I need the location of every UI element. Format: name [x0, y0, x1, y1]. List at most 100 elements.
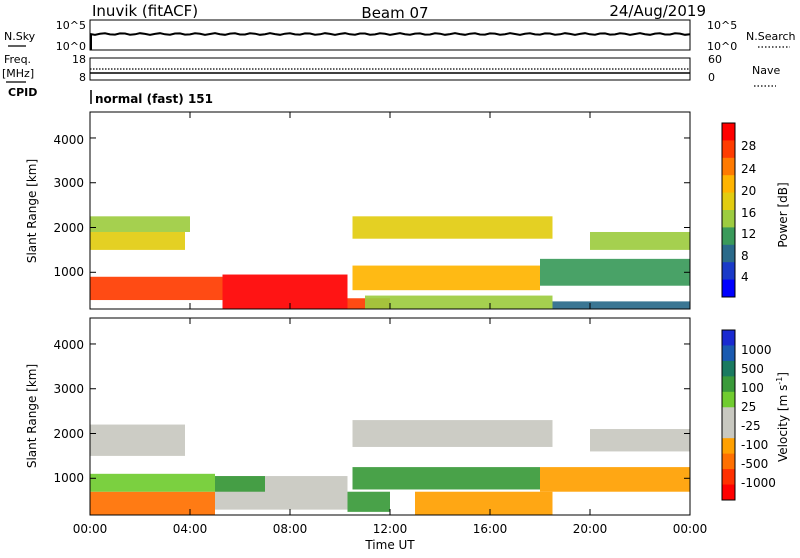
- velocity-cbar-tick-neg500: -500: [741, 457, 768, 471]
- velocity-ytick-3000: 3000: [53, 382, 84, 396]
- nave-label: Nave: [752, 64, 780, 77]
- power-colorbar-swatch-9: [722, 279, 735, 298]
- power-region-8: [540, 258, 690, 286]
- nsky-label: N.Sky: [4, 30, 36, 43]
- power-ylabel: Slant Range [km]: [25, 159, 39, 263]
- velocity-region-10: [590, 429, 690, 452]
- power-region-9: [590, 231, 690, 250]
- velocity-cbar-label-sup: -1: [775, 377, 784, 385]
- velocity-cbar-label: Velocity [m s-1]: [775, 372, 790, 462]
- velocity-cbar-tick-100: 100: [741, 381, 764, 395]
- velocity-region-7: [352, 467, 540, 490]
- velocity-region-5: [347, 491, 390, 512]
- power-colorbar-swatch-2: [722, 157, 735, 176]
- power-region-5: [352, 216, 553, 239]
- power-colorbar-frame: [721, 122, 736, 298]
- velocity-region-0: [90, 491, 215, 515]
- velocity-colorbar-swatch-0: [722, 330, 735, 346]
- freq-tick-bottom: 8: [79, 71, 86, 84]
- x-axis-label: Time UT: [364, 538, 415, 552]
- power-colorbar-swatch-7: [722, 244, 735, 263]
- velocity-colorbar-swatch-5: [722, 407, 735, 424]
- velocity-colorbar: [721, 329, 736, 501]
- power-colorbar-swatch-6: [722, 227, 735, 246]
- power-cbar-tick-4: 4: [741, 270, 749, 284]
- power-colorbar-swatch-5: [722, 210, 735, 228]
- power-region-10: [552, 301, 690, 309]
- velocity-cbar-tick-500: 500: [741, 362, 764, 376]
- power-ytick-2000: 2000: [53, 221, 84, 235]
- power-region-3: [90, 231, 185, 250]
- power-region-0: [90, 276, 223, 301]
- nsearch-tick-bottom: 10^0: [707, 40, 737, 53]
- velocity-ylabel: Slant Range [km]: [25, 364, 39, 468]
- velocity-colorbar-frame: [721, 329, 736, 501]
- power-colorbar-swatch-4: [722, 192, 735, 211]
- power-cbar-tick-28: 28: [741, 139, 756, 153]
- velocity-cbar-tick-1000: 1000: [741, 343, 772, 357]
- x-tick-0000: 00:00: [73, 522, 108, 536]
- power-heatmap-marks: [90, 216, 690, 309]
- x-tick-1600: 16:00: [473, 522, 508, 536]
- velocity-colorbar-swatch-10: [722, 484, 735, 501]
- x-tick-2400: 00:00: [673, 522, 708, 536]
- x-tick-2000: 20:00: [573, 522, 608, 536]
- freq-unit-label: [MHz]: [2, 67, 34, 80]
- velocity-cbar-label-main: Velocity [m s: [776, 385, 790, 462]
- power-ytick-4000: 4000: [53, 133, 84, 147]
- power-cbar-tick-12: 12: [741, 227, 756, 241]
- velocity-colorbar-swatch-6: [722, 422, 735, 439]
- velocity-y-ticks: [90, 343, 690, 479]
- x-tick-1200: 12:00: [373, 522, 408, 536]
- power-ytick-1000: 1000: [53, 265, 84, 279]
- power-region-7: [365, 295, 553, 309]
- velocity-heatmap-marks: [90, 420, 690, 515]
- x-tick-0400: 04:00: [173, 522, 208, 536]
- beam-title: Beam 07: [361, 4, 428, 22]
- power-y-ticks: [90, 137, 690, 273]
- x-axis-ticks: [89, 112, 691, 515]
- velocity-region-8: [415, 491, 553, 515]
- velocity-cbar-label-end: ]: [776, 372, 790, 377]
- velocity-colorbar-swatch-3: [722, 376, 735, 393]
- cpid-text: normal (fast) 151: [95, 92, 213, 106]
- velocity-region-1: [90, 473, 215, 492]
- velocity-region-4: [215, 476, 265, 492]
- velocity-ytick-2000: 2000: [53, 427, 84, 441]
- power-region-4: [90, 216, 190, 232]
- nsky-tick-bottom: 10^0: [56, 40, 86, 53]
- power-colorbar-swatch-3: [722, 175, 735, 194]
- velocity-cbar-tick-neg100: -100: [741, 438, 768, 452]
- nsearch-tick-top: 10^5: [707, 19, 737, 32]
- freq-label: Freq.: [4, 53, 31, 66]
- velocity-region-6: [352, 420, 553, 447]
- power-colorbar-swatch-8: [722, 262, 735, 281]
- velocity-cbar-tick-neg1000: -1000: [741, 476, 776, 490]
- velocity-region-9: [540, 467, 690, 492]
- velocity-ytick-1000: 1000: [53, 471, 84, 485]
- power-cbar-tick-8: 8: [741, 249, 749, 263]
- power-colorbar-swatch-1: [722, 140, 735, 159]
- velocity-colorbar-swatch-8: [722, 453, 735, 470]
- velocity-cbar-tick-25: 25: [741, 400, 756, 414]
- station-title: Inuvik (fitACF): [92, 2, 198, 20]
- date-title: 24/Aug/2019: [609, 2, 706, 20]
- power-colorbar-swatch-0: [722, 123, 735, 141]
- velocity-colorbar-swatch-1: [722, 345, 735, 362]
- velocity-colorbar-swatch-2: [722, 360, 735, 377]
- nsky-trace: [89, 32, 691, 36]
- velocity-ytick-4000: 4000: [53, 338, 84, 352]
- power-ytick-3000: 3000: [53, 176, 84, 190]
- freq-tick-top: 18: [72, 53, 86, 66]
- nave-tick-bottom: 0: [708, 71, 715, 84]
- power-colorbar: [721, 122, 736, 298]
- power-cbar-tick-16: 16: [741, 206, 756, 220]
- velocity-colorbar-swatch-9: [722, 469, 735, 486]
- power-cbar-tick-20: 20: [741, 184, 756, 198]
- cpid-label: CPID: [8, 86, 37, 99]
- power-region-6: [352, 265, 540, 291]
- x-tick-0800: 08:00: [273, 522, 308, 536]
- nsky-tick-top: 10^5: [56, 19, 86, 32]
- velocity-cbar-tick-neg25: -25: [741, 419, 761, 433]
- power-region-1: [222, 274, 348, 309]
